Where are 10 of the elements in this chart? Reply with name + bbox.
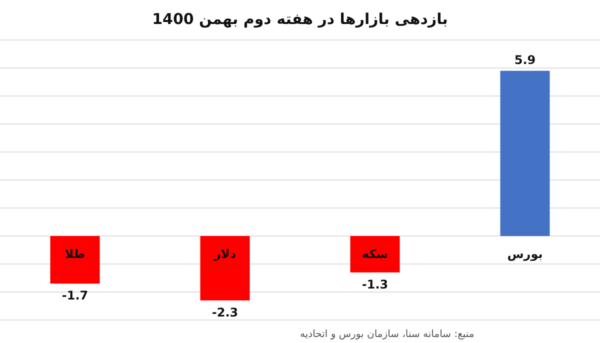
data-label: 5.9 [514,52,536,67]
x-tick-label: دلار [212,247,236,261]
data-label: -2.3 [212,305,238,320]
x-tick-label: سکه [362,247,388,261]
data-label: -1.7 [62,288,88,303]
x-tick-label: بورس [507,247,543,261]
text: منبع: سامانه سنا، سازمان بورس و اتحادیه [300,329,474,340]
chart-title: بازدهی بازارها در هفته دوم بهمن 1400 [152,10,448,28]
data-label: -1.3 [362,277,388,292]
x-tick-label: طلا [64,247,86,261]
